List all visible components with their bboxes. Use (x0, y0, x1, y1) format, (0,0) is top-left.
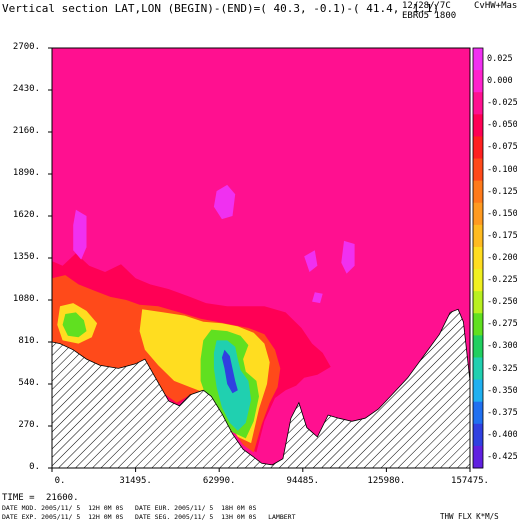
y-tick-label: 1890. (12, 168, 40, 178)
colorbar-swatch-18 (473, 445, 483, 469)
colorbar-label: -0.275 (487, 319, 517, 330)
y-tick-label: 2430. (12, 84, 40, 94)
terrain-hatched (52, 308, 470, 468)
colorbar-swatch-12 (473, 313, 483, 336)
colorbar-swatch-8 (473, 224, 483, 248)
colorbar-label: -0.100 (487, 164, 517, 175)
colorbar-swatch-15 (473, 379, 483, 403)
y-tick-label: 1620. (12, 210, 40, 220)
run-code: EBRO5 1800 (402, 11, 457, 21)
x-tick-label: 31495. (119, 476, 152, 486)
colorbar-swatch-10 (473, 269, 483, 292)
colorbar-label: -0.375 (487, 407, 517, 418)
colorbar-swatch-16 (473, 401, 483, 425)
colorbar-label: 0.025 (487, 54, 513, 65)
y-tick-label: 2160. (12, 126, 40, 136)
footer-line-1: DATE MOD. 2005/11/ 5 12H 0M 0S DATE EUR.… (2, 504, 257, 512)
colorbar-swatch-4 (473, 136, 483, 160)
colorbar-swatch-14 (473, 357, 483, 381)
time-label: TIME = (2, 493, 35, 503)
colorbar-swatch-13 (473, 335, 483, 358)
y-tick-label: 540. (18, 378, 40, 388)
x-tick-label: 94485. (286, 476, 320, 486)
y-tick-label: 270. (18, 420, 40, 430)
y-tick-label: 1080. (12, 294, 40, 304)
model-code: CvHW+Mas (474, 1, 517, 11)
colorbar-label: -0.200 (487, 253, 517, 263)
contour-region-11 (304, 250, 318, 272)
y-tick-label: 0. (29, 462, 40, 472)
y-tick-label: 810. (18, 336, 40, 346)
colorbar-label: -0.425 (487, 451, 517, 462)
colorbar-label: -0.125 (487, 186, 517, 197)
contour-region-10 (341, 240, 355, 274)
time-value: 21600. (46, 493, 79, 503)
colorbar-label: 0.000 (487, 76, 513, 87)
chart-title: Vertical section LAT,LON (BEGIN)-(END)=(… (2, 2, 440, 15)
contour-regions (52, 184, 355, 453)
colorbar-swatch-7 (473, 202, 483, 226)
colorbar-label: -0.175 (487, 230, 517, 241)
colorbar-swatch-1 (473, 70, 483, 93)
y-tick-label: 1350. (12, 252, 40, 262)
x-tick-label: 157475. (451, 476, 489, 486)
y-tick-label: 2700. (12, 42, 40, 52)
date-code: 12/28//7C (402, 1, 451, 11)
x-tick-label: 125980. (367, 476, 406, 486)
colorbar-label: -0.075 (487, 142, 517, 153)
colorbar-label: -0.325 (487, 363, 517, 374)
colorbar-swatch-5 (473, 158, 483, 182)
colorbar-label: -0.050 (487, 120, 517, 131)
colorbar-frame (472, 47, 484, 469)
x-tick-label: 0. (54, 476, 66, 486)
colorbar-label: -0.400 (487, 429, 517, 440)
colorbar-swatch-17 (473, 423, 483, 447)
colorbar-swatch-6 (473, 180, 483, 204)
colorbar-label: -0.350 (487, 385, 517, 396)
contour-region-9 (73, 209, 87, 260)
colorbar-label: -0.300 (487, 341, 517, 352)
colorbar-swatch-3 (473, 114, 483, 137)
x-tick-label: 62990. (202, 476, 236, 486)
footer-line-2: DATE EXP. 2005/11/ 5 12H 0M 0S DATE SEG.… (2, 513, 296, 521)
contour-region-8 (213, 184, 236, 220)
colorbar-label: -0.225 (487, 275, 517, 286)
colorbar-swatch-9 (473, 246, 483, 270)
colorbar-label: -0.025 (487, 98, 517, 109)
colorbar-label: -0.250 (487, 297, 517, 308)
colorbar-swatch-11 (473, 291, 483, 314)
contour-region-12 (312, 292, 323, 304)
contour-region-7 (221, 349, 238, 394)
colorbar-swatch-0 (473, 48, 483, 71)
contour-region-4 (62, 312, 87, 338)
colorbar-swatch-2 (473, 92, 483, 115)
colorbar-label: -0.150 (487, 208, 517, 219)
units-label: THW FLX K*M/S (440, 512, 499, 521)
